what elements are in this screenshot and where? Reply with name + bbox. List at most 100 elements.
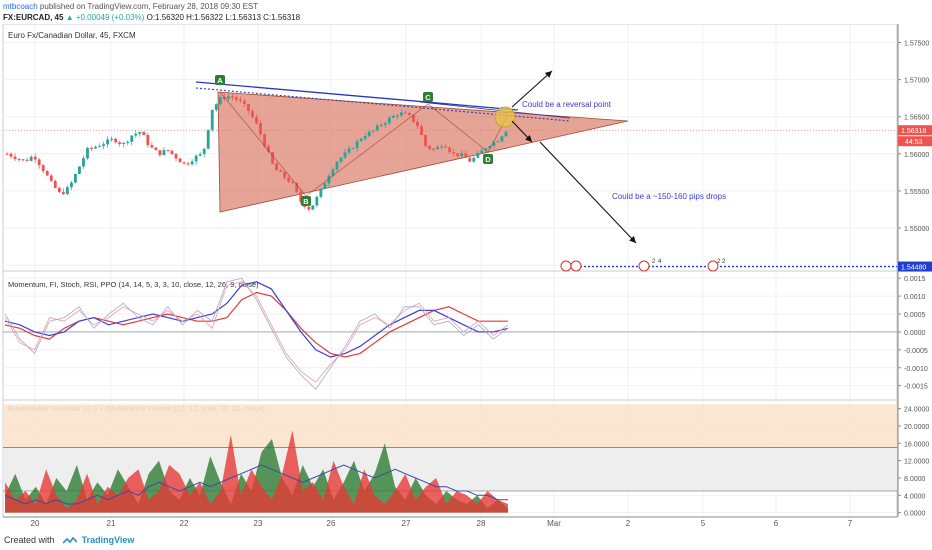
candle-body <box>74 173 77 183</box>
price-tick-label: 1.56500 <box>904 115 929 122</box>
event-badge-count: 4 <box>658 259 662 265</box>
candle-body <box>106 139 110 145</box>
price-tick-label: 4.0000 <box>904 493 926 500</box>
candle-body <box>259 123 262 135</box>
candle-body <box>146 135 150 146</box>
candle-body <box>5 153 9 155</box>
candle-body <box>391 115 395 118</box>
price-tick-label: 12.0000 <box>904 459 929 466</box>
price-tick-label: 20.0000 <box>904 424 929 431</box>
candle-body <box>331 169 335 176</box>
candle-body <box>323 183 327 189</box>
target-price-label: 1.54480 <box>901 265 926 272</box>
candle-body <box>267 146 270 153</box>
event-badge-icon <box>707 260 719 272</box>
point-label: A <box>217 76 223 85</box>
candle-body <box>275 163 279 171</box>
candle-body <box>65 187 69 195</box>
candle-body <box>291 181 295 183</box>
price-tick-label: -0.0005 <box>904 348 928 355</box>
time-tick-label: 6 <box>774 519 779 528</box>
point-label: B <box>303 197 309 206</box>
candle-body <box>456 153 460 157</box>
point-label-box <box>215 75 225 85</box>
candle-body <box>496 141 500 143</box>
candle-body <box>504 131 508 137</box>
time-tick-label: 23 <box>254 519 263 528</box>
candle-body <box>251 111 254 118</box>
candle-body <box>134 133 138 136</box>
momentum-series-line <box>4 281 509 383</box>
event-badge-count: 2 <box>652 259 656 265</box>
last-price-tag <box>898 125 932 136</box>
candle-body <box>234 97 238 100</box>
candle-body <box>114 138 118 143</box>
price-tick-label: -0.0010 <box>904 366 928 373</box>
candle-body <box>412 114 415 122</box>
momentum-series-line <box>4 281 509 358</box>
candle-body <box>287 177 291 182</box>
tradingview-brand[interactable]: TradingView <box>81 535 135 545</box>
price-tick-label: 16.0000 <box>904 441 929 448</box>
candle-body <box>86 147 89 159</box>
candle-body <box>307 206 311 210</box>
time-tick-label: 26 <box>327 519 336 528</box>
candle-body <box>440 146 444 148</box>
candle-body <box>41 165 45 171</box>
candle-body <box>464 153 468 158</box>
candle-body <box>424 135 427 146</box>
candle-body <box>118 142 122 145</box>
candle-body <box>130 135 134 142</box>
candle-body <box>138 132 142 134</box>
candle-body <box>387 117 391 124</box>
candle-body <box>9 153 13 157</box>
triangle-pattern <box>217 91 629 213</box>
candle-body <box>383 123 387 125</box>
candle-body <box>283 171 287 178</box>
candle-body <box>17 159 21 161</box>
price-tick-label: 24.0000 <box>904 407 929 414</box>
price-tick-label: 1.57000 <box>904 78 929 85</box>
candle-body <box>472 157 476 162</box>
momentum-pane-title: Momentum, FI, Stoch, RSI, PPO (14, 14, 5… <box>8 280 259 289</box>
candle-body <box>488 146 492 149</box>
pane-border <box>2 270 898 401</box>
candle-body <box>448 147 452 153</box>
candle-body <box>210 109 214 130</box>
candle-body <box>186 163 190 165</box>
tradingview-logo-icon <box>63 536 78 544</box>
candle-body <box>279 170 283 172</box>
footer: Created with TradingView <box>0 531 932 550</box>
candle-body <box>226 96 230 100</box>
candle-body <box>395 115 399 117</box>
candle-body <box>319 188 323 197</box>
candle-body <box>29 156 33 161</box>
candle-body <box>339 157 343 162</box>
publish-info: mtbcoach published on TradingView.com, F… <box>3 1 929 12</box>
time-tick-label: 27 <box>402 519 411 528</box>
open-label: O: <box>146 13 156 22</box>
candle-body <box>98 146 101 148</box>
candle-body <box>363 136 367 139</box>
candle-body <box>403 112 407 114</box>
candle-body <box>202 148 206 155</box>
symbol-name[interactable]: FX:EURCAD, 45 <box>3 13 64 22</box>
candle-body <box>484 148 488 151</box>
price-tick-label: 0.0005 <box>904 312 926 319</box>
candle-body <box>13 156 17 160</box>
abcd-pattern-line <box>219 91 509 197</box>
candle-body <box>53 180 57 188</box>
candle-body <box>194 155 198 162</box>
chart-canvas[interactable]: 20 21 22 23 26 27 28 Mar 2 5 6 71.575001.570001.565… <box>0 24 932 531</box>
candle-body <box>452 152 456 154</box>
candle-body <box>25 159 29 161</box>
candle-body <box>476 153 480 158</box>
candle-body <box>45 170 49 176</box>
publisher-name[interactable]: mtbcoach <box>3 2 38 11</box>
candle-body <box>178 158 182 163</box>
price-tick-label: 1.57500 <box>904 41 929 48</box>
close-label: C: <box>263 13 272 22</box>
candle-body <box>126 141 130 143</box>
candle-body <box>492 141 496 147</box>
candle-body <box>416 121 419 127</box>
